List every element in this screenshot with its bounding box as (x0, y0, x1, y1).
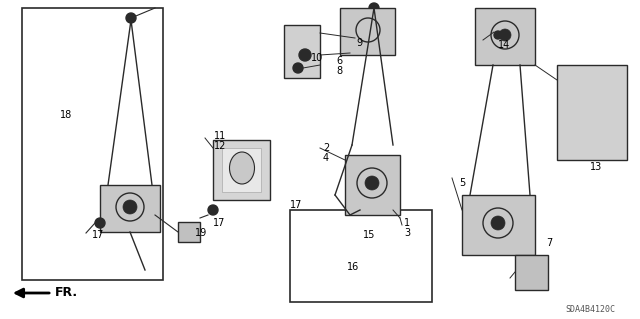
Text: 10: 10 (311, 53, 323, 63)
Circle shape (299, 49, 311, 61)
Text: SDA4B4120C: SDA4B4120C (565, 305, 615, 314)
Text: 13: 13 (590, 162, 602, 172)
Text: 6: 6 (336, 56, 342, 66)
Text: 16: 16 (347, 262, 359, 272)
Circle shape (491, 216, 505, 230)
Text: 1: 1 (404, 218, 410, 228)
Circle shape (208, 205, 218, 215)
Bar (213, 140, 270, 200)
Circle shape (95, 218, 105, 228)
Bar (284, 25, 320, 78)
Bar (100, 185, 160, 232)
Bar (178, 222, 200, 242)
Ellipse shape (230, 152, 255, 184)
Circle shape (369, 3, 379, 13)
Text: 9: 9 (356, 38, 362, 48)
Text: 2: 2 (323, 143, 329, 153)
Circle shape (126, 13, 136, 23)
Bar (345, 155, 400, 215)
Text: 5: 5 (459, 178, 465, 188)
Bar (290, 210, 432, 302)
Text: 17: 17 (92, 230, 104, 240)
Circle shape (494, 31, 502, 39)
Bar (222, 148, 261, 192)
Text: 4: 4 (323, 153, 329, 163)
Bar (557, 65, 627, 160)
Circle shape (365, 176, 379, 190)
Text: 18: 18 (60, 110, 72, 120)
Circle shape (499, 29, 511, 41)
Bar (475, 8, 535, 65)
Bar (22, 8, 163, 280)
Text: 19: 19 (195, 228, 207, 238)
Text: 15: 15 (363, 230, 376, 240)
Text: 12: 12 (214, 141, 227, 151)
Text: FR.: FR. (55, 286, 78, 300)
Text: 11: 11 (214, 131, 227, 141)
Text: 8: 8 (336, 66, 342, 76)
Text: 14: 14 (498, 40, 510, 50)
Circle shape (123, 200, 137, 214)
Text: 7: 7 (546, 238, 552, 248)
Bar (340, 8, 395, 55)
Circle shape (293, 63, 303, 73)
Text: 17: 17 (213, 218, 225, 228)
Text: 3: 3 (404, 228, 410, 238)
Bar (462, 195, 535, 255)
Text: 17: 17 (290, 200, 302, 210)
Bar (515, 255, 548, 290)
